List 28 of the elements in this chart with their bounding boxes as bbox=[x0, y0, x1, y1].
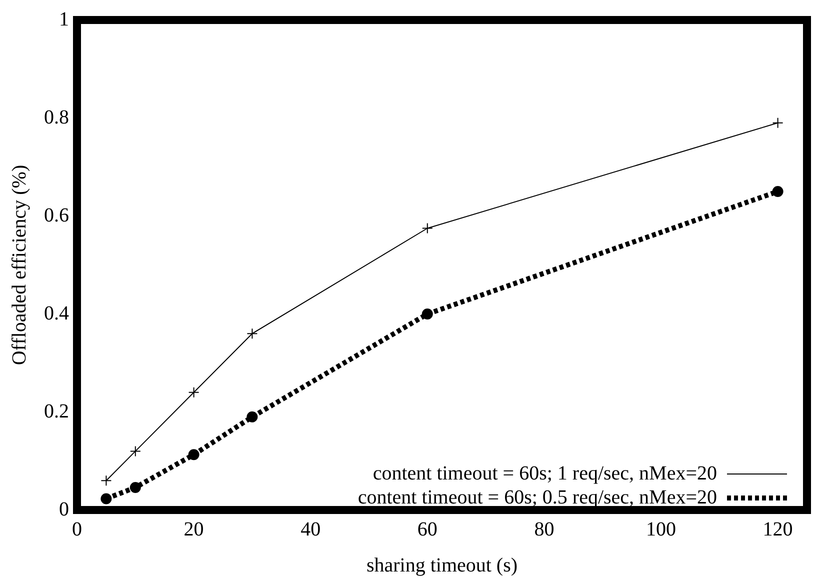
point bbox=[246, 328, 258, 340]
point bbox=[772, 186, 784, 197]
y-tick-label: 0.4 bbox=[44, 302, 69, 324]
y-tick-label: 0.8 bbox=[44, 106, 69, 128]
legend-label: content timeout = 60s; 0.5 req/sec, nMex=20 bbox=[358, 486, 717, 508]
y-tick-label: 0.6 bbox=[44, 204, 69, 226]
point bbox=[772, 117, 784, 128]
point bbox=[246, 411, 258, 422]
x-axis-title: sharing timeout (s) bbox=[366, 554, 518, 576]
y-tick-label: 1 bbox=[59, 8, 69, 30]
point bbox=[422, 222, 433, 234]
point bbox=[100, 493, 112, 504]
point bbox=[422, 308, 433, 320]
point bbox=[130, 446, 141, 457]
y-axis-title: Offloaded efficiency (%) bbox=[8, 164, 30, 366]
point bbox=[188, 449, 200, 460]
x-tick-label: 20 bbox=[184, 518, 204, 540]
y-tick-label: 0 bbox=[59, 498, 69, 520]
x-tick-label: 100 bbox=[646, 518, 676, 540]
x-tick-label: 40 bbox=[300, 518, 321, 540]
point bbox=[100, 475, 112, 486]
y-tick-label: 0.2 bbox=[44, 400, 69, 422]
x-tick-label: 120 bbox=[762, 518, 793, 540]
point bbox=[188, 386, 200, 398]
legend-label: content timeout = 60s; 1 req/sec, nMex=20 bbox=[372, 462, 717, 484]
point bbox=[130, 482, 141, 493]
x-tick-label: 80 bbox=[534, 518, 554, 540]
x-tick-label: 60 bbox=[417, 518, 438, 540]
